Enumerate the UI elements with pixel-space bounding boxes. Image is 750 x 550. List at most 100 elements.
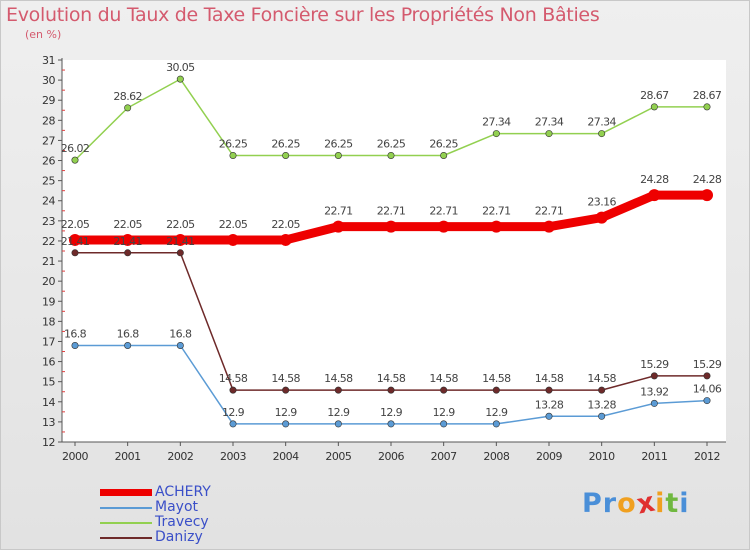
data-label-travecy: 26.02 xyxy=(61,142,90,155)
data-label-achery: 22.71 xyxy=(429,205,458,218)
data-label-travecy: 28.62 xyxy=(113,90,142,103)
data-label-travecy: 26.25 xyxy=(324,138,353,151)
data-label-achery: 22.71 xyxy=(377,205,406,218)
data-label-danizy: 21.41 xyxy=(113,235,142,248)
data-point-mayot xyxy=(650,399,658,407)
data-label-mayot: 12.9 xyxy=(433,406,456,419)
data-label-danizy: 21.41 xyxy=(61,235,90,248)
data-point-mayot xyxy=(282,420,290,428)
y-tick-label: 22 xyxy=(42,235,55,248)
y-axis-unit-label: (en %) xyxy=(25,28,62,41)
data-label-achery: 24.28 xyxy=(693,173,722,186)
data-label-travecy: 26.25 xyxy=(429,138,458,151)
data-label-mayot: 12.9 xyxy=(380,406,403,419)
data-point-danizy xyxy=(545,386,553,394)
data-point-danizy xyxy=(229,386,237,394)
data-label-mayot: 12.9 xyxy=(327,406,350,419)
data-label-mayot: 12.9 xyxy=(222,406,245,419)
data-point-travecy xyxy=(229,152,237,160)
x-tick-label: 2009 xyxy=(536,450,562,463)
data-point-travecy xyxy=(71,156,79,164)
data-point-danizy xyxy=(334,386,342,394)
data-label-mayot: 13.28 xyxy=(587,398,616,411)
data-label-danizy: 14.58 xyxy=(324,372,353,385)
data-label-achery: 22.71 xyxy=(482,205,511,218)
data-label-danizy: 14.58 xyxy=(587,372,616,385)
data-point-achery xyxy=(174,233,187,246)
x-tick-label: 2010 xyxy=(589,450,615,463)
x-tick-label: 2004 xyxy=(273,450,299,463)
logo-letter: P xyxy=(582,488,603,519)
data-label-achery: 22.05 xyxy=(61,218,90,231)
data-label-travecy: 26.25 xyxy=(377,138,406,151)
data-label-danizy: 14.58 xyxy=(219,372,248,385)
data-label-mayot: 12.9 xyxy=(275,406,298,419)
data-point-travecy xyxy=(176,75,184,83)
data-label-achery: 22.05 xyxy=(166,218,195,231)
x-tick-label: 2012 xyxy=(694,450,720,463)
y-tick-label: 17 xyxy=(42,335,55,348)
y-tick-label: 29 xyxy=(42,94,55,107)
data-point-achery xyxy=(69,233,81,246)
data-point-travecy xyxy=(124,104,132,112)
data-label-achery: 23.16 xyxy=(587,196,616,209)
data-point-travecy xyxy=(492,130,500,138)
data-label-achery: 22.05 xyxy=(219,218,248,231)
data-label-achery: 22.71 xyxy=(324,205,353,218)
y-tick-label: 23 xyxy=(42,215,55,228)
data-point-mayot xyxy=(492,420,500,428)
proxiti-logo: Proxiti xyxy=(582,486,690,520)
data-point-danizy xyxy=(492,386,500,394)
chart-title: Evolution du Taux de Taxe Foncière sur l… xyxy=(6,4,600,26)
logo-letter: i xyxy=(679,488,690,519)
x-tick-label: 2002 xyxy=(167,450,193,463)
data-point-achery xyxy=(279,233,292,246)
data-point-achery xyxy=(385,220,397,233)
data-point-mayot xyxy=(71,341,79,349)
data-point-mayot xyxy=(545,412,553,420)
data-point-achery xyxy=(490,220,503,233)
legend-swatch-mayot xyxy=(100,507,152,509)
data-label-achery: 22.05 xyxy=(271,218,300,231)
data-label-achery: 24.28 xyxy=(640,173,669,186)
data-point-achery xyxy=(227,233,239,246)
data-label-achery: 22.05 xyxy=(113,218,142,231)
data-point-danizy xyxy=(703,372,711,380)
data-label-travecy: 27.34 xyxy=(482,116,511,129)
legend-label-achery: ACHERY xyxy=(155,484,211,500)
data-point-danizy xyxy=(440,386,448,394)
data-point-mayot xyxy=(176,341,184,349)
data-label-danizy: 14.58 xyxy=(271,372,300,385)
legend-swatch-danizy xyxy=(100,537,152,539)
data-label-travecy: 28.67 xyxy=(640,89,669,102)
data-point-danizy xyxy=(598,386,606,394)
data-point-travecy xyxy=(387,152,395,160)
x-tick-label: 2007 xyxy=(431,450,457,463)
data-point-achery xyxy=(332,220,345,233)
data-label-mayot: 16.8 xyxy=(117,327,140,340)
data-label-danizy: 14.58 xyxy=(377,372,406,385)
data-point-mayot xyxy=(334,420,342,428)
data-label-travecy: 30.05 xyxy=(166,61,195,74)
data-label-mayot: 16.8 xyxy=(169,327,192,340)
data-point-achery xyxy=(543,220,555,233)
data-label-mayot: 14.06 xyxy=(693,383,722,396)
data-point-achery xyxy=(701,189,713,202)
y-tick-label: 19 xyxy=(42,295,55,308)
data-point-achery xyxy=(595,211,608,224)
data-point-mayot xyxy=(703,397,711,405)
y-tick-label: 21 xyxy=(42,255,55,268)
data-point-travecy xyxy=(598,130,606,138)
y-tick-label: 16 xyxy=(42,356,55,369)
data-point-achery xyxy=(437,220,450,233)
logo-letter: o xyxy=(617,488,637,519)
data-point-danizy xyxy=(124,249,132,257)
data-label-mayot: 16.8 xyxy=(64,327,87,340)
data-point-travecy xyxy=(703,103,711,111)
data-label-mayot: 13.92 xyxy=(640,385,669,398)
legend-swatch-travecy xyxy=(100,522,152,524)
y-tick-label: 20 xyxy=(42,275,55,288)
x-tick-label: 2011 xyxy=(641,450,667,463)
data-point-mayot xyxy=(229,420,237,428)
